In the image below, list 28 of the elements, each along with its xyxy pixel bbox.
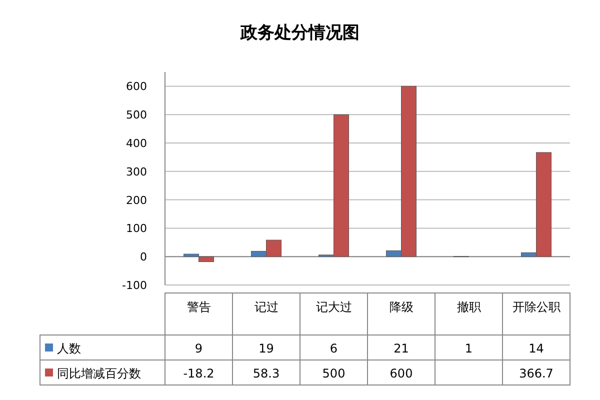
- data-label: 58.3: [252, 366, 280, 380]
- data-label: 9: [194, 342, 203, 356]
- y-tick-label: -100: [122, 279, 147, 292]
- y-tick-label: 100: [126, 222, 147, 236]
- x-tick-label: 警告: [186, 300, 211, 314]
- data-label: 14: [528, 342, 544, 356]
- data-label: 19: [258, 342, 274, 356]
- y-tick-label: 500: [126, 108, 147, 122]
- x-tick-label: 降级: [389, 300, 414, 314]
- y-tick-label: 300: [126, 165, 147, 178]
- chart-title: 政务处分情况图: [240, 23, 360, 43]
- data-label: 1: [464, 342, 473, 356]
- x-tick-label: 开除公职: [512, 300, 560, 314]
- x-tick-label: 撤职: [456, 300, 481, 314]
- data-label: -18.2: [183, 366, 214, 380]
- y-tick-label: 600: [126, 80, 147, 94]
- y-tick-label: 0: [140, 250, 147, 264]
- data-label: 6: [330, 342, 338, 356]
- data-label: 600: [390, 366, 413, 380]
- legend-label: 人数: [57, 342, 81, 356]
- x-tick-label: 记过: [254, 300, 278, 314]
- legend-label: 同比增减百分数: [57, 366, 141, 380]
- data-label: 500: [322, 366, 346, 380]
- data-label: 21: [394, 342, 409, 356]
- y-tick-label: 200: [126, 194, 147, 207]
- x-tick-label: 记大过: [316, 300, 352, 314]
- data-label: 366.7: [519, 366, 554, 380]
- y-tick-label: 400: [126, 137, 147, 150]
